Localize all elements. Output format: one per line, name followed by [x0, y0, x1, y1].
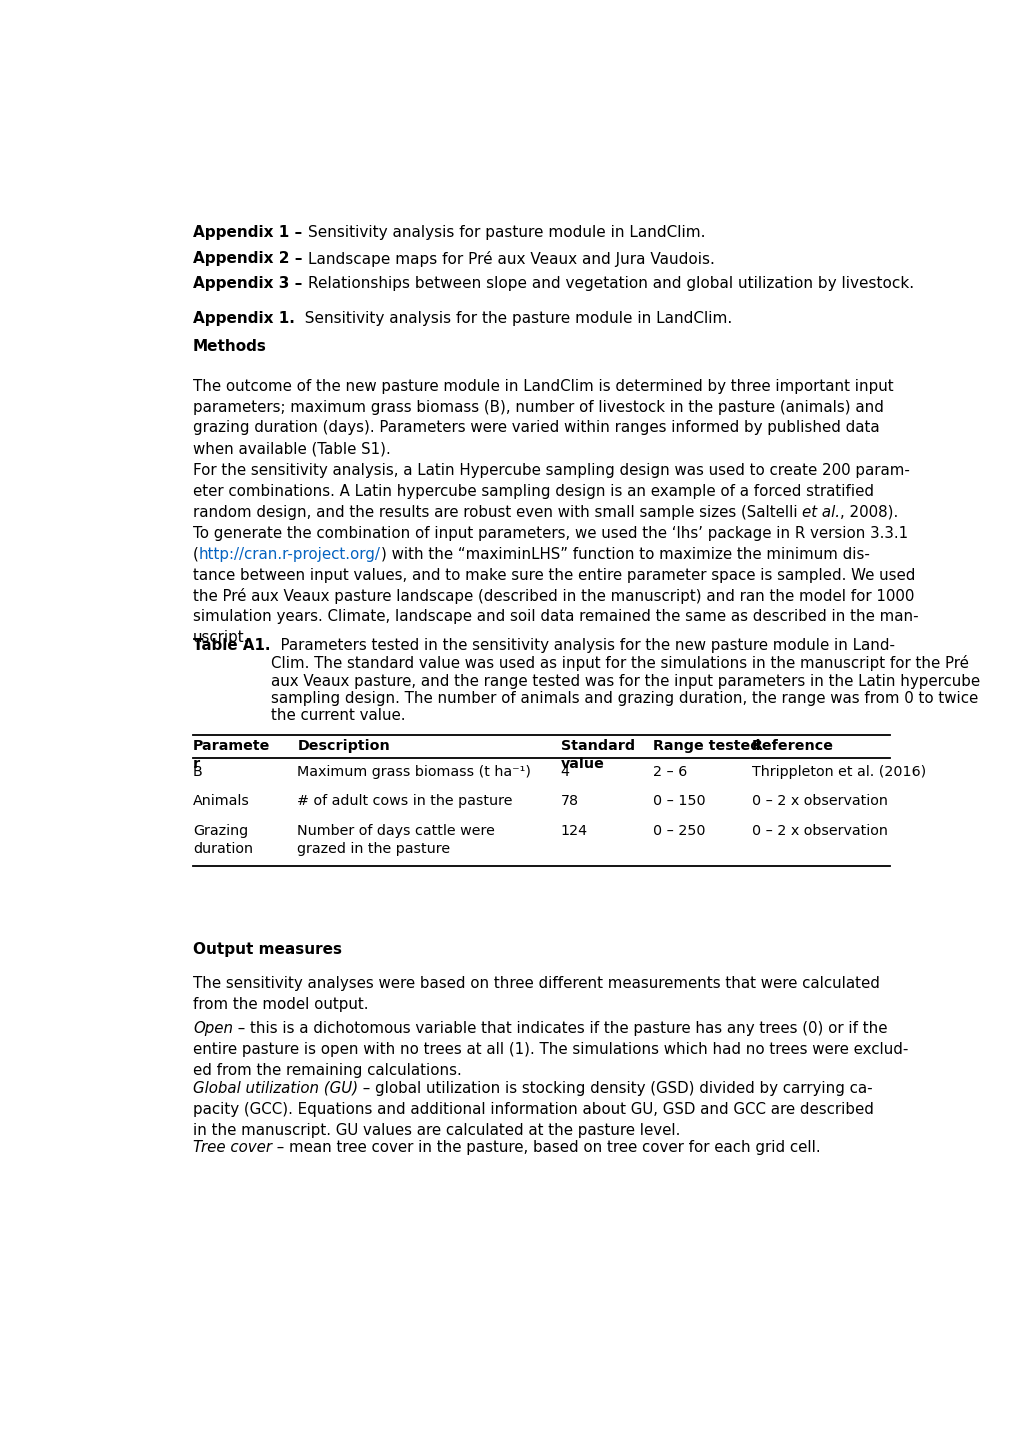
Text: , 2008).: , 2008).	[840, 505, 898, 519]
Text: For the sensitivity analysis, a Latin Hypercube sampling design was used to crea: For the sensitivity analysis, a Latin Hy…	[193, 463, 909, 478]
Text: Standard
value: Standard value	[560, 739, 634, 771]
Text: Sensitivity analysis for the pasture module in LandClim.: Sensitivity analysis for the pasture mod…	[294, 310, 732, 326]
Text: ed from the remaining calculations.: ed from the remaining calculations.	[193, 1062, 462, 1078]
Text: Maximum grass biomass (t ha⁻¹): Maximum grass biomass (t ha⁻¹)	[298, 765, 531, 779]
Text: # of adult cows in the pasture: # of adult cows in the pasture	[298, 794, 513, 808]
Text: simulation years. Climate, landscape and soil data remained the same as describe: simulation years. Climate, landscape and…	[193, 609, 918, 625]
Text: 124: 124	[560, 824, 587, 838]
Text: Methods: Methods	[193, 339, 267, 354]
Text: Global utilization (GU): Global utilization (GU)	[193, 1081, 358, 1095]
Text: Open: Open	[193, 1022, 233, 1036]
Text: Grazing
duration: Grazing duration	[193, 824, 253, 856]
Text: Animals: Animals	[193, 794, 250, 808]
Text: The sensitivity analyses were based on three different measurements that were ca: The sensitivity analyses were based on t…	[193, 977, 879, 991]
Text: The outcome of the new pasture module in LandClim is determined by three importa: The outcome of the new pasture module in…	[193, 378, 893, 394]
Text: – this is a dichotomous variable that indicates if the pasture has any trees (0): – this is a dichotomous variable that in…	[233, 1022, 887, 1036]
Text: 78: 78	[560, 794, 578, 808]
Text: Appendix 1 –: Appendix 1 –	[193, 225, 308, 241]
Text: – mean tree cover in the pasture, based on tree cover for each grid cell.: – mean tree cover in the pasture, based …	[272, 1140, 820, 1154]
Text: ) with the “maximinLHS” function to maximize the minimum dis-: ) with the “maximinLHS” function to maxi…	[380, 547, 869, 561]
Text: B: B	[193, 765, 203, 779]
Text: pacity (GCC). Equations and additional information about GU, GSD and GCC are des: pacity (GCC). Equations and additional i…	[193, 1102, 873, 1117]
Text: Thrippleton et al. (2016): Thrippleton et al. (2016)	[751, 765, 925, 779]
Text: Description: Description	[298, 739, 390, 753]
Text: 0 – 2 x observation: 0 – 2 x observation	[751, 824, 887, 838]
Text: in the manuscript. GU values are calculated at the pasture level.: in the manuscript. GU values are calcula…	[193, 1123, 680, 1137]
Text: Sensitivity analysis for pasture module in LandClim.: Sensitivity analysis for pasture module …	[308, 225, 704, 241]
Text: 2 – 6: 2 – 6	[652, 765, 687, 779]
Text: Parameters tested in the sensitivity analysis for the new pasture module in Land: Parameters tested in the sensitivity ana…	[270, 638, 979, 723]
Text: Appendix 2 –: Appendix 2 –	[193, 251, 308, 266]
Text: Appendix 1.: Appendix 1.	[193, 310, 294, 326]
Text: Landscape maps for Pré aux Veaux and Jura Vaudois.: Landscape maps for Pré aux Veaux and Jur…	[308, 251, 714, 267]
Text: tance between input values, and to make sure the entire parameter space is sampl: tance between input values, and to make …	[193, 567, 915, 583]
Text: Tree cover: Tree cover	[193, 1140, 272, 1154]
Text: grazing duration (days). Parameters were varied within ranges informed by publis: grazing duration (days). Parameters were…	[193, 420, 878, 436]
Text: Range tested: Range tested	[652, 739, 760, 753]
Text: 0 – 250: 0 – 250	[652, 824, 705, 838]
Text: uscript.: uscript.	[193, 631, 250, 645]
Text: the Pré aux Veaux pasture landscape (described in the manuscript) and ran the mo: the Pré aux Veaux pasture landscape (des…	[193, 589, 914, 605]
Text: eter combinations. A Latin hypercube sampling design is an example of a forced s: eter combinations. A Latin hypercube sam…	[193, 483, 873, 499]
Text: when available (Table S1).: when available (Table S1).	[193, 442, 390, 456]
Text: random design, and the results are robust even with small sample sizes (Saltelli: random design, and the results are robus…	[193, 505, 802, 519]
Text: Appendix 3 –: Appendix 3 –	[193, 277, 308, 291]
Text: (: (	[193, 547, 199, 561]
Text: Table A1.: Table A1.	[193, 638, 270, 652]
Text: 0 – 150: 0 – 150	[652, 794, 705, 808]
Text: parameters; maximum grass biomass (B), number of livestock in the pasture (anima: parameters; maximum grass biomass (B), n…	[193, 400, 883, 414]
Text: – global utilization is stocking density (GSD) divided by carrying ca-: – global utilization is stocking density…	[358, 1081, 872, 1095]
Text: To generate the combination of input parameters, we used the ‘lhs’ package in R : To generate the combination of input par…	[193, 525, 907, 541]
Text: Number of days cattle were
grazed in the pasture: Number of days cattle were grazed in the…	[298, 824, 495, 856]
Text: Output measures: Output measures	[193, 942, 341, 957]
Text: http://cran.r-project.org/: http://cran.r-project.org/	[199, 547, 380, 561]
Text: 0 – 2 x observation: 0 – 2 x observation	[751, 794, 887, 808]
Text: et al.: et al.	[802, 505, 840, 519]
Text: Relationships between slope and vegetation and global utilization by livestock.: Relationships between slope and vegetati…	[308, 277, 913, 291]
Text: 4: 4	[560, 765, 570, 779]
Text: Reference: Reference	[751, 739, 834, 753]
Text: from the model output.: from the model output.	[193, 997, 368, 1013]
Text: entire pasture is open with no trees at all (1). The simulations which had no tr: entire pasture is open with no trees at …	[193, 1042, 908, 1056]
Text: Paramete
r: Paramete r	[193, 739, 270, 771]
